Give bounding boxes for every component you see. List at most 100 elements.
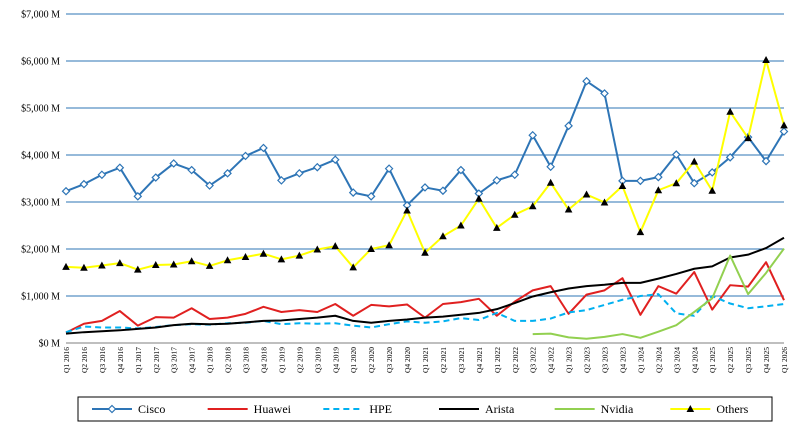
x-tick-label: Q1 2016 bbox=[62, 347, 71, 373]
series-line-hpe bbox=[65, 293, 785, 334]
series-nvidia bbox=[532, 247, 785, 340]
x-tick-label: Q2 2023 bbox=[583, 347, 592, 373]
data-point-cisco bbox=[79, 179, 89, 189]
data-point-cisco bbox=[689, 178, 699, 188]
x-tick-label: Q4 2019 bbox=[331, 347, 340, 373]
data-point-cisco bbox=[564, 121, 573, 131]
x-tick-label: Q2 2016 bbox=[80, 347, 89, 373]
x-tick-label: Q1 2019 bbox=[277, 347, 286, 373]
data-point-others bbox=[762, 56, 770, 64]
x-tick-label: Q3 2021 bbox=[457, 347, 466, 373]
data-point-cisco bbox=[779, 127, 789, 136]
y-axis-ticks: $0 M $1,000 M $2,000 M $3,000 M $4,000 M $5,0… bbox=[21, 10, 60, 350]
data-point-cisco bbox=[295, 168, 304, 178]
data-point-others bbox=[421, 248, 429, 256]
data-point-cisco bbox=[169, 159, 179, 168]
data-point-others bbox=[546, 178, 555, 186]
x-tick-label: Q4 2025 bbox=[762, 347, 771, 373]
data-point-others bbox=[277, 255, 286, 263]
x-tick-label: Q4 2022 bbox=[547, 347, 556, 373]
x-tick-label: Q4 2023 bbox=[618, 347, 627, 373]
y-tick-label: $3,000 M bbox=[21, 198, 60, 209]
data-point-others bbox=[80, 263, 88, 271]
x-tick-label: Q4 2018 bbox=[259, 347, 268, 373]
x-tick-label: Q4 2021 bbox=[475, 347, 484, 373]
x-tick-label: Q1 2020 bbox=[349, 347, 358, 373]
data-point-others bbox=[385, 241, 393, 249]
y-tick-label: $4,000 M bbox=[21, 151, 60, 162]
legend-label-cisco: Cisco bbox=[138, 402, 165, 416]
data-point-others bbox=[744, 134, 752, 142]
legend-label-nvidia: Nvidia bbox=[601, 402, 634, 416]
data-point-cisco bbox=[133, 192, 143, 201]
x-tick-label: Q2 2022 bbox=[511, 347, 520, 373]
y-tick-label: $7,000 M bbox=[21, 10, 60, 21]
gridlines bbox=[66, 13, 784, 297]
series-group bbox=[61, 56, 789, 340]
series-line-arista bbox=[65, 236, 785, 335]
data-point-cisco bbox=[366, 192, 376, 201]
data-point-cisco bbox=[671, 150, 681, 159]
legend: Cisco Huawei HPE Arista Nvidia Others bbox=[77, 396, 773, 422]
x-tick-label: Q4 2020 bbox=[403, 347, 412, 373]
x-tick-label: Q3 2023 bbox=[601, 347, 610, 373]
data-point-others bbox=[403, 206, 411, 214]
data-point-cisco bbox=[438, 186, 448, 196]
data-point-cisco bbox=[636, 176, 645, 186]
x-tick-label: Q4 2016 bbox=[116, 347, 125, 373]
data-point-others bbox=[62, 262, 70, 270]
data-point-others bbox=[690, 157, 699, 165]
legend-marker-cisco bbox=[107, 404, 117, 414]
data-point-cisco bbox=[384, 164, 394, 173]
x-tick-label: Q4 2017 bbox=[188, 347, 197, 373]
legend-item-cisco: Cisco bbox=[92, 402, 165, 416]
data-point-others bbox=[600, 198, 609, 206]
legend-item-arista: Arista bbox=[439, 402, 515, 416]
y-tick-label: $6,000 M bbox=[21, 57, 60, 68]
data-point-cisco bbox=[725, 153, 735, 162]
data-point-others bbox=[134, 265, 142, 273]
data-point-cisco bbox=[528, 130, 538, 140]
data-point-others bbox=[98, 261, 106, 269]
x-tick-label: Q1 2025 bbox=[708, 347, 717, 373]
data-point-cisco bbox=[97, 170, 107, 180]
data-point-others bbox=[636, 228, 645, 236]
data-point-others bbox=[187, 257, 196, 265]
data-point-others bbox=[439, 232, 447, 240]
data-point-cisco bbox=[277, 176, 286, 185]
x-tick-label: Q2 2018 bbox=[224, 347, 233, 373]
data-point-others bbox=[313, 245, 322, 253]
data-point-others bbox=[564, 205, 573, 213]
legend-item-nvidia: Nvidia bbox=[554, 402, 634, 416]
x-tick-label: Q3 2024 bbox=[672, 347, 681, 373]
data-point-others bbox=[475, 194, 483, 202]
data-point-cisco bbox=[205, 181, 214, 190]
data-point-cisco bbox=[420, 183, 430, 192]
legend-item-hpe: HPE bbox=[323, 402, 392, 416]
x-tick-label: Q1 2023 bbox=[565, 347, 574, 373]
data-point-cisco bbox=[259, 143, 268, 153]
data-point-others bbox=[528, 202, 537, 210]
data-point-others bbox=[780, 121, 788, 129]
data-point-others bbox=[241, 252, 250, 260]
data-point-cisco bbox=[546, 162, 555, 172]
data-point-cisco bbox=[600, 89, 609, 98]
data-point-others bbox=[618, 182, 627, 190]
x-tick-label: Q1 2026 bbox=[780, 347, 789, 373]
x-tick-label: Q3 2022 bbox=[529, 347, 538, 373]
data-point-cisco bbox=[61, 186, 71, 196]
data-point-others bbox=[672, 179, 681, 187]
x-tick-label: Q3 2017 bbox=[170, 347, 179, 373]
data-point-others bbox=[259, 249, 268, 257]
data-point-cisco bbox=[330, 155, 340, 165]
series-cisco bbox=[61, 76, 789, 210]
series-others bbox=[62, 56, 788, 273]
y-tick-label: $2,000 M bbox=[21, 245, 60, 256]
data-point-others bbox=[116, 259, 124, 267]
x-tick-label: Q2 2017 bbox=[152, 347, 161, 373]
data-point-others bbox=[331, 242, 340, 250]
x-tick-label: Q3 2025 bbox=[744, 347, 753, 373]
data-point-others bbox=[223, 256, 232, 264]
x-tick-label: Q2 2024 bbox=[654, 347, 663, 373]
data-point-others bbox=[493, 223, 501, 231]
